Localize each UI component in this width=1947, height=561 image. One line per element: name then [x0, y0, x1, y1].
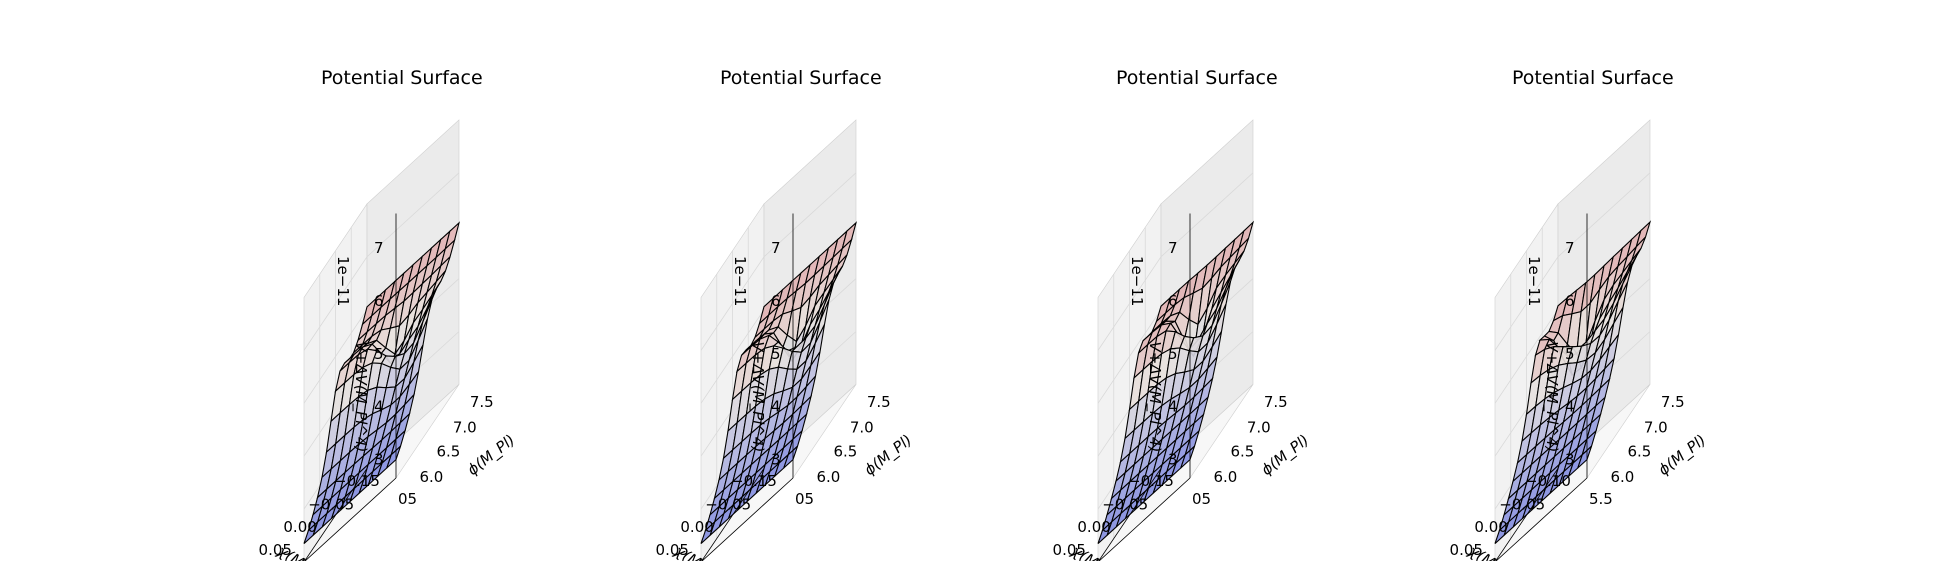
- x-axis-line: [304, 477, 397, 561]
- z-tick-label: 4: [1168, 398, 1178, 416]
- y-tick-label: 05: [398, 490, 417, 508]
- x-tick-label: −0.05: [1499, 496, 1545, 514]
- z-tick-label: 5: [1168, 345, 1178, 363]
- x-tick-label: 0.00: [283, 518, 316, 536]
- y-tick-label: 05: [1192, 490, 1211, 508]
- surface: [1494, 220, 1652, 545]
- subplot-4: Potential Surface 0.05 0.00 −0.05 −0.10 6.0 6.…: [1450, 67, 1710, 561]
- z-axis-label: V+ΔV(M_Pl^4): [748, 342, 767, 453]
- y-tick-label: 6.5: [1627, 443, 1651, 461]
- z-tick-label: 6: [1565, 292, 1575, 310]
- z-tick-label: 3: [374, 451, 384, 469]
- surface-patch: [783, 445, 799, 469]
- x-tick-label: 0.00: [1474, 518, 1507, 536]
- y-tick-label: 7.0: [453, 418, 477, 436]
- y-tick-label: 6.0: [816, 468, 840, 486]
- y-tick-label: 05: [795, 490, 814, 508]
- y-axis-line: [1098, 468, 1162, 561]
- y-tick-label: 6.5: [833, 443, 857, 461]
- y-tick-label: 7.5: [1661, 393, 1685, 411]
- x-tick-label: −0.15: [731, 472, 777, 490]
- y-axis-line: [304, 468, 368, 561]
- y-axis-line: [701, 468, 765, 561]
- z-tick-label: 5: [771, 345, 781, 363]
- y-tick-label: 7.0: [1644, 418, 1668, 436]
- x-tick-label: 0.05: [1053, 541, 1086, 559]
- z-tick-label: 3: [1168, 451, 1178, 469]
- y-tick-label: 6.0: [1213, 468, 1237, 486]
- grid-line: [700, 172, 857, 351]
- y-axis-label: ϕ(M_Pl): [1258, 431, 1313, 480]
- y-axis-line: [1495, 468, 1559, 561]
- y-tick-label: 6.0: [1610, 468, 1634, 486]
- x-tick-label: −0.15: [334, 472, 380, 490]
- y-tick-label: 7.0: [1247, 418, 1271, 436]
- z-tick-label: 5: [1565, 345, 1575, 363]
- z-tick-label: 7: [374, 239, 384, 257]
- x-axis-line: [1495, 477, 1588, 561]
- grid-line: [303, 172, 460, 351]
- subplot-1: Potential Surface 0.05 0.00 −0.05 −0.15 6.0 6.…: [259, 67, 519, 561]
- grid-line: [1494, 172, 1651, 351]
- z-axis-label: V+ΔV(M_Pl^4): [1542, 342, 1561, 453]
- y-tick-label: 6.5: [436, 443, 460, 461]
- y-tick-label: 7.0: [850, 418, 874, 436]
- surface-patch: [1577, 445, 1593, 469]
- y-tick-label: 7.5: [867, 393, 891, 411]
- z-tick-label: 7: [771, 239, 781, 257]
- y-tick-label: 5.5: [1589, 490, 1613, 508]
- surface: [303, 221, 460, 545]
- y-axis-label: ϕ(M_Pl): [464, 431, 519, 480]
- z-offset-text: 1e−11: [1128, 256, 1146, 306]
- x-axis-line: [701, 477, 794, 561]
- x-tick-label: 0.05: [656, 541, 689, 559]
- x-tick-label: 0.05: [1450, 541, 1483, 559]
- subplot-title: Potential Surface: [1116, 67, 1278, 89]
- subplot-title: Potential Surface: [321, 67, 483, 89]
- z-offset-text: 1e−11: [334, 256, 352, 306]
- surface: [700, 221, 858, 545]
- y-tick-label: 6.5: [1230, 443, 1254, 461]
- x-tick-label: −0.10: [1525, 472, 1571, 490]
- subplot-title: Potential Surface: [720, 67, 882, 89]
- y-tick-label: 6.0: [419, 468, 443, 486]
- x-tick-label: −0.15: [1128, 472, 1174, 490]
- z-axis-label: V+ΔV(M_Pl^4): [351, 342, 370, 453]
- z-offset-text: 1e−11: [1525, 256, 1543, 306]
- surface-patch: [386, 445, 402, 469]
- z-tick-label: 4: [374, 398, 384, 416]
- x-tick-label: 0.00: [1077, 518, 1110, 536]
- x-tick-label: −0.05: [308, 496, 354, 514]
- z-tick-label: 6: [771, 292, 781, 310]
- x-tick-label: 0.05: [259, 541, 292, 559]
- x-tick-label: −0.05: [1102, 496, 1148, 514]
- x-tick-label: −0.05: [705, 496, 751, 514]
- subplot-title: Potential Surface: [1512, 67, 1674, 89]
- z-tick-label: 6: [374, 292, 384, 310]
- z-tick-label: 7: [1168, 239, 1178, 257]
- subplot-2: Potential Surface 0.05 0.00 −0.05 −0.15 6.0 6.…: [656, 67, 916, 561]
- z-axis-label: V+ΔV(M_Pl^4): [1145, 342, 1164, 453]
- z-tick-label: 6: [1168, 292, 1178, 310]
- subplot-3: Potential Surface 0.05 0.00 −0.05 −0.15 6.0 6.…: [1053, 67, 1313, 561]
- surface-patch: [1180, 445, 1196, 469]
- y-tick-label: 7.5: [470, 393, 494, 411]
- z-tick-label: 4: [1565, 398, 1575, 416]
- x-axis-line: [1098, 477, 1191, 561]
- z-tick-label: 7: [1565, 239, 1575, 257]
- z-tick-label: 5: [374, 345, 384, 363]
- y-axis-label: ϕ(M_Pl): [1655, 431, 1710, 480]
- x-tick-label: 0.00: [680, 518, 713, 536]
- surface: [1097, 220, 1255, 545]
- grid-line: [1097, 172, 1254, 351]
- z-tick-label: 4: [771, 398, 781, 416]
- z-offset-text: 1e−11: [731, 256, 749, 306]
- z-tick-label: 3: [771, 451, 781, 469]
- y-tick-label: 7.5: [1264, 393, 1288, 411]
- z-tick-label: 3: [1565, 451, 1575, 469]
- y-axis-label: ϕ(M_Pl): [861, 431, 916, 480]
